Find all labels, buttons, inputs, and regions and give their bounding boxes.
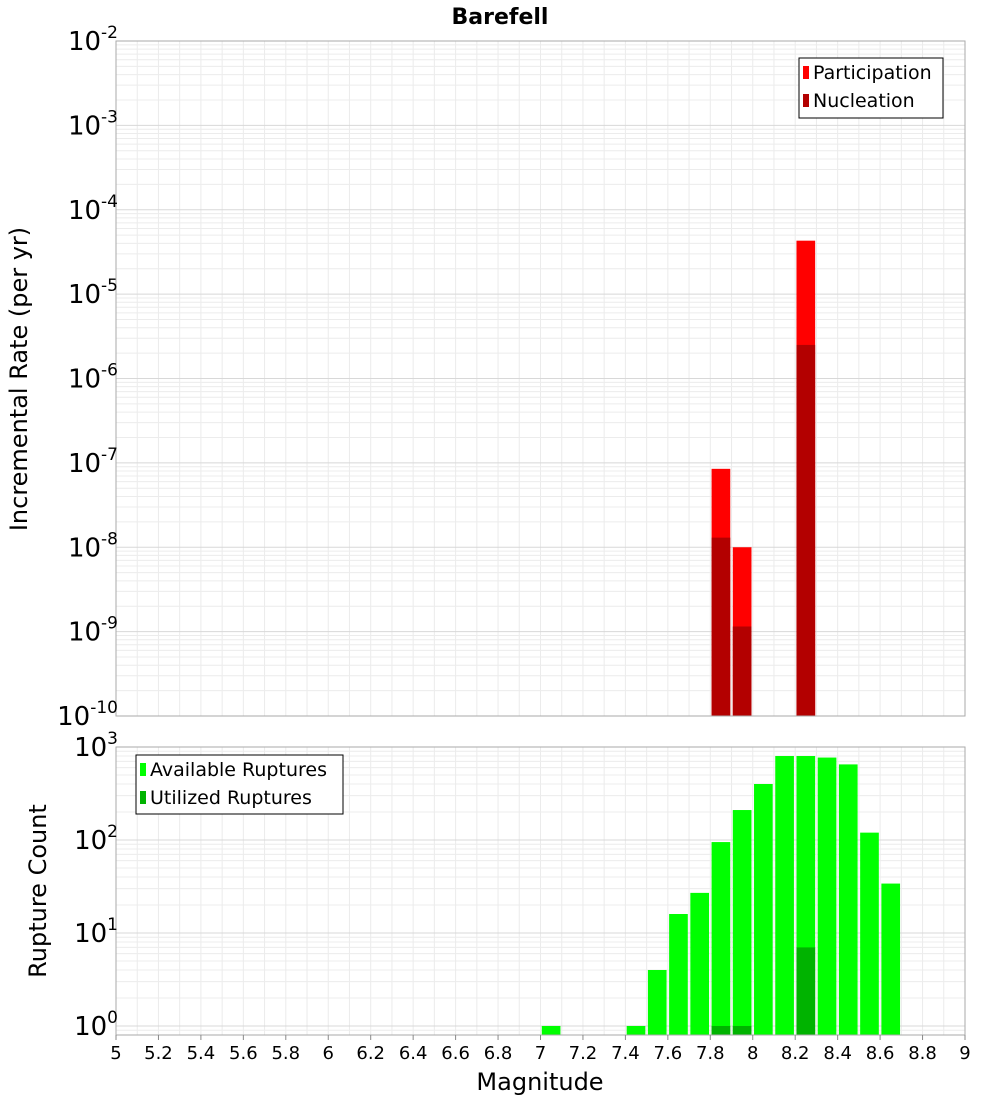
- legend-label-available: Available Ruptures: [150, 759, 327, 781]
- available-ruptures-bar: [647, 969, 667, 1035]
- top-plot-frame: [115, 40, 966, 717]
- top-grid: [115, 40, 966, 717]
- chart-title: Barefell: [452, 5, 549, 30]
- legend-label-nucleation: Nucleation: [813, 90, 915, 112]
- x-tick-label: 6.6: [441, 1043, 470, 1064]
- bottom-y-ticks: 100 101 102 103: [74, 729, 118, 1042]
- top-panel: 10-10 10-9 10-8 10-7 10-6 10-5 10-4 10-3 10-2 In…: [5, 23, 966, 732]
- bottom-y-axis-label: Rupture Count: [24, 804, 52, 978]
- top-y-tick-label: 10-2: [68, 23, 118, 57]
- legend-swatch-participation: [803, 66, 809, 79]
- top-legend: Participation Nucleation: [798, 57, 944, 119]
- bottom-y-tick-label: 100: [74, 1008, 118, 1042]
- utilized-ruptures-bar: [732, 1025, 752, 1035]
- top-y-tick-label: 10-4: [68, 192, 118, 226]
- x-tick-label: 5: [110, 1043, 121, 1064]
- x-tick-label: 7.2: [569, 1043, 598, 1064]
- bottom-panel: 100 101 102 103 5 5.2 5.4 5.6 5.8 6 6.2 6.4 6.6 6.8 7…: [24, 729, 971, 1096]
- legend-swatch-available: [140, 763, 146, 776]
- x-tick-label: 8.8: [908, 1043, 937, 1064]
- available-ruptures-bar: [881, 883, 901, 1035]
- x-tick-label: 9: [959, 1043, 970, 1064]
- top-legend-box: [798, 57, 944, 119]
- bottom-y-tick-label: 101: [74, 915, 118, 949]
- available-ruptures-bar: [860, 832, 879, 1035]
- x-tick-label: 5.2: [144, 1043, 173, 1064]
- x-tick-label: 8.4: [823, 1043, 852, 1064]
- top-y-tick-label: 10-5: [68, 276, 118, 310]
- top-y-tick-label: 10-10: [57, 698, 118, 732]
- x-tick-label: 6.4: [399, 1043, 428, 1064]
- bottom-y-tick-label: 102: [74, 822, 118, 856]
- x-tick-label: 5.8: [271, 1043, 300, 1064]
- available-ruptures-bar: [838, 764, 858, 1035]
- nucleation-bar: [732, 626, 752, 716]
- available-ruptures-bar: [711, 842, 731, 1035]
- utilized-ruptures-bar: [796, 947, 816, 1035]
- legend-label-utilized: Utilized Ruptures: [150, 787, 312, 809]
- top-y-tick-label: 10-8: [68, 529, 118, 563]
- x-tick-label: 5.6: [229, 1043, 258, 1064]
- available-ruptures-bar: [541, 1025, 561, 1035]
- bottom-x-ticks: 5 5.2 5.4 5.6 5.8 6 6.2 6.4 6.6 6.8 7 7.2 7.4 7.6 7.8 8…: [110, 1035, 971, 1064]
- bottom-bars: [541, 756, 901, 1035]
- available-ruptures-bar: [669, 914, 688, 1035]
- legend-swatch-utilized: [140, 791, 146, 804]
- x-tick-label: 6.8: [484, 1043, 513, 1064]
- available-ruptures-bar: [626, 1025, 646, 1035]
- legend-swatch-nucleation: [803, 94, 809, 107]
- x-tick-label: 5.4: [187, 1043, 216, 1064]
- bottom-legend: Available Ruptures Utilized Ruptures: [135, 754, 344, 815]
- utilized-ruptures-bar: [711, 1025, 731, 1035]
- top-bars: [711, 240, 816, 717]
- x-tick-label: 7: [535, 1043, 546, 1064]
- x-tick-label: 7.4: [611, 1043, 640, 1064]
- top-y-axis-label: Incremental Rate (per yr): [5, 227, 33, 531]
- x-axis-label: Magnitude: [476, 1068, 603, 1096]
- x-tick-label: 7.8: [696, 1043, 725, 1064]
- available-ruptures-bar: [732, 810, 752, 1035]
- x-tick-label: 6.2: [356, 1043, 385, 1064]
- x-tick-label: 7.6: [654, 1043, 683, 1064]
- available-ruptures-bar: [690, 892, 710, 1035]
- nucleation-bar: [796, 344, 816, 716]
- available-ruptures-bar: [775, 756, 794, 1035]
- top-y-tick-label: 10-6: [68, 361, 118, 395]
- available-ruptures-bar: [817, 757, 837, 1035]
- nucleation-bar: [711, 537, 731, 716]
- top-y-ticks: 10-10 10-9 10-8 10-7 10-6 10-5 10-4 10-3 10-2: [57, 23, 118, 732]
- top-y-tick-label: 10-3: [68, 107, 118, 141]
- top-y-tick-label: 10-9: [68, 614, 118, 648]
- x-tick-label: 8.2: [781, 1043, 810, 1064]
- bottom-y-tick-label: 103: [74, 729, 118, 763]
- top-y-tick-label: 10-7: [68, 445, 118, 479]
- bottom-legend-box: [135, 754, 344, 815]
- x-tick-label: 8.6: [866, 1043, 895, 1064]
- legend-label-participation: Participation: [813, 62, 932, 84]
- x-tick-label: 6: [323, 1043, 334, 1064]
- available-ruptures-bar: [754, 784, 773, 1035]
- x-tick-label: 8: [747, 1043, 758, 1064]
